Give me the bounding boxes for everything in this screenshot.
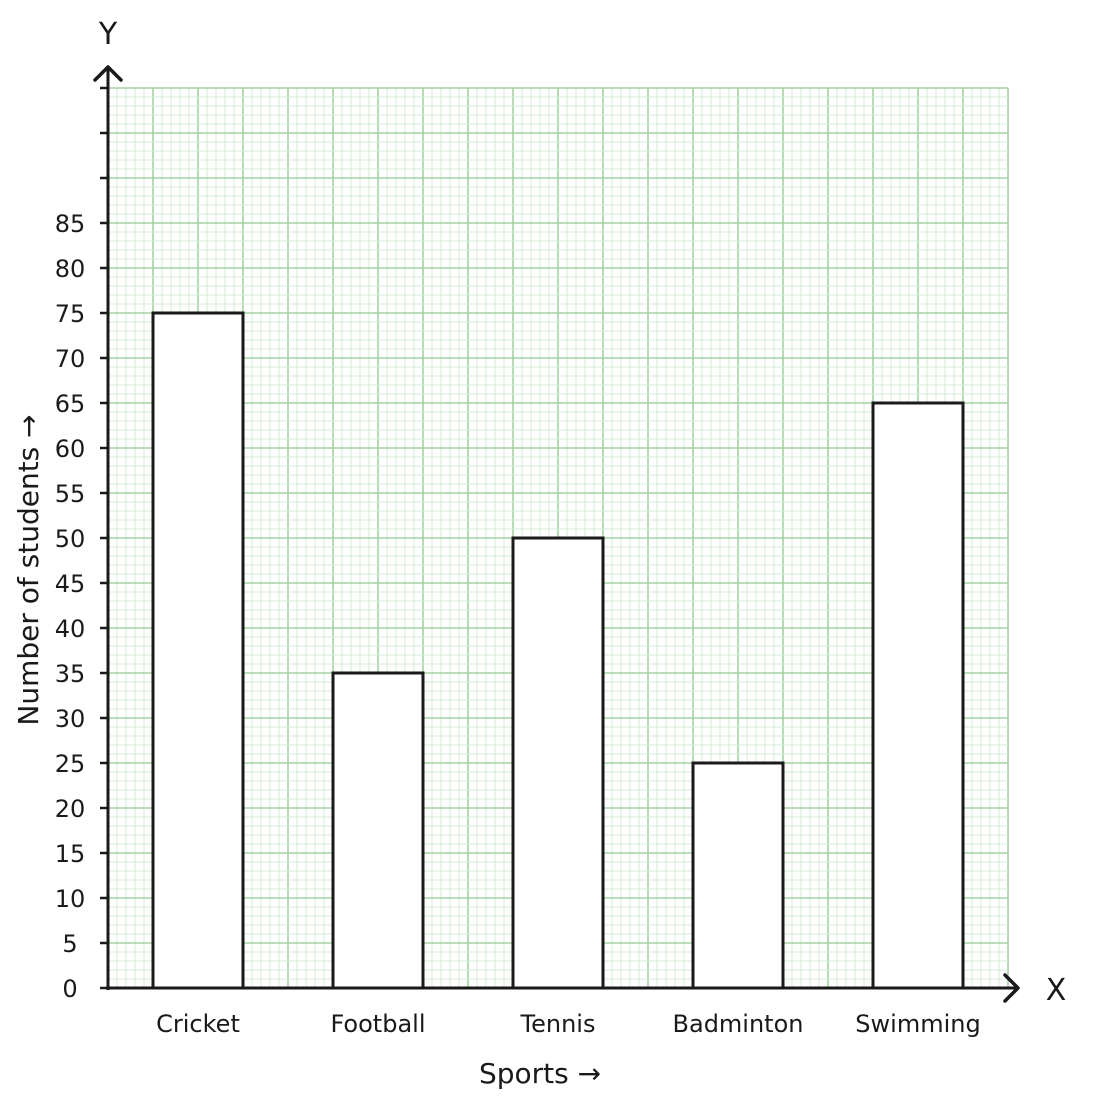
y-axis-letter: Y <box>98 17 118 52</box>
y-axis-arrowhead <box>93 65 123 82</box>
y-tick-label-0: 0 <box>62 975 77 1003</box>
x-tick-label-badminton: Badminton <box>673 1010 804 1038</box>
y-tick-label-60: 60 <box>55 435 86 463</box>
x-tick-label-tennis: Tennis <box>520 1010 596 1038</box>
y-axis-title: Number of students → <box>12 414 45 725</box>
y-tick-label-5: 5 <box>62 930 77 958</box>
y-tick-label-25: 25 <box>55 750 86 778</box>
y-tick-label-80: 80 <box>55 255 86 283</box>
x-tick-label-football: Football <box>330 1010 425 1038</box>
x-tick-labels: Cricket Football Tennis Badminton Swimming <box>156 1010 981 1038</box>
y-tick-label-65: 65 <box>55 390 86 418</box>
x-tick-label-cricket: Cricket <box>156 1010 240 1038</box>
bar-football <box>331 671 425 990</box>
bar-swimming <box>871 401 965 990</box>
y-tick-label-30: 30 <box>55 705 86 733</box>
y-tick-label-35: 35 <box>55 660 86 688</box>
x-axis-letter: X <box>1046 973 1067 1008</box>
y-tick-label-85: 85 <box>55 210 86 238</box>
y-tick-label-55: 55 <box>55 480 86 508</box>
bar-tennis <box>511 536 605 990</box>
x-axis-arrowhead <box>1003 973 1020 1003</box>
y-tick-label-70: 70 <box>55 345 86 373</box>
y-tick-label-75: 75 <box>55 300 86 328</box>
y-tick-label-40: 40 <box>55 615 86 643</box>
y-tick-label-20: 20 <box>55 795 86 823</box>
bar-badminton <box>691 761 785 990</box>
y-tick-label-45: 45 <box>55 570 86 598</box>
y-tick-label-15: 15 <box>55 840 86 868</box>
bar-cricket <box>151 311 245 990</box>
x-tick-label-swimming: Swimming <box>855 1010 980 1038</box>
x-axis-title: Sports → <box>479 1057 601 1090</box>
y-tick-label-10: 10 <box>55 885 86 913</box>
axes <box>93 65 1020 1003</box>
y-ticks: 0 5 10 15 20 25 30 35 40 45 50 55 60 65 70 75 80 85 <box>55 86 108 1003</box>
y-tick-label-50: 50 <box>55 525 86 553</box>
